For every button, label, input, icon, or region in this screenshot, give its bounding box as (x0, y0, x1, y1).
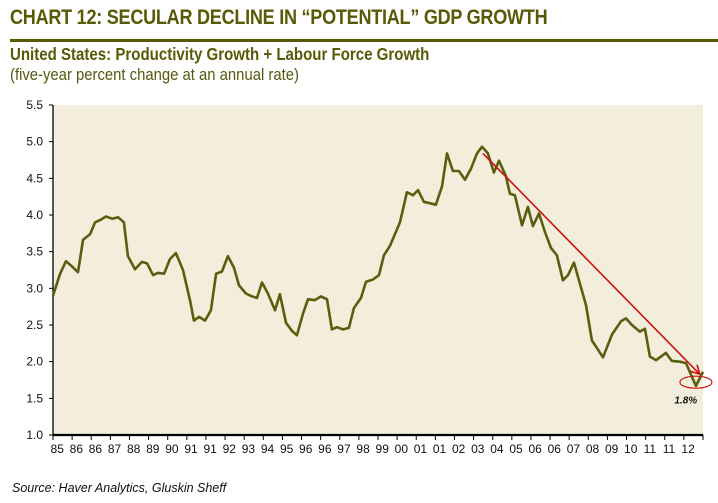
chart-title: CHART 12: SECULAR DECLINE IN “POTENTIAL”… (10, 6, 548, 29)
x-tick-label: 09 (605, 442, 619, 456)
x-axis: 85 86 86 87 88 89 90 91 91 92 93 94 95 96 96 97 98 99 00 01… (51, 433, 704, 456)
x-tick-label: 86 (89, 442, 103, 456)
y-tick-label: 5.0 (26, 135, 43, 149)
x-tick-label: 96 (318, 442, 332, 456)
x-tick-label: 90 (165, 442, 179, 456)
y-axis: 5.5 5.0 4.5 4.0 3.5 3.0 2.5 2.0 1.5 1.0 (26, 98, 54, 442)
x-tick-label: 01 (414, 442, 428, 456)
x-tick-label: 01 (433, 442, 447, 456)
title-rule (10, 39, 718, 42)
x-tick-label: 04 (490, 442, 504, 456)
y-tick-label: 4.5 (26, 171, 43, 185)
annotation-label: 1.8% (674, 395, 697, 406)
y-tick-label: 1.0 (26, 428, 43, 442)
x-tick-label: 07 (567, 442, 581, 456)
y-tick-label: 3.0 (26, 281, 43, 295)
x-tick-label: 91 (203, 442, 217, 456)
x-tick-label: 12 (681, 442, 695, 456)
series-line (51, 145, 705, 388)
highlight-ellipse (679, 375, 713, 389)
x-tick-label: 91 (184, 442, 198, 456)
x-tick-label: 06 (548, 442, 562, 456)
x-tick-label: 06 (528, 442, 542, 456)
x-tick-label: 95 (280, 442, 294, 456)
series-group (51, 145, 705, 388)
x-tick-label: 86 (70, 442, 84, 456)
annotations: 1.8% (482, 152, 713, 406)
x-tick-label: 11 (663, 442, 676, 456)
chart-units-note: (five-year percent change at an annual r… (10, 66, 299, 84)
x-tick-label: 93 (242, 442, 256, 456)
x-tick-label: 89 (146, 442, 160, 456)
y-tick-label: 4.0 (26, 208, 43, 222)
source-note: Source: Haver Analytics, Gluskin Sheff (12, 481, 227, 495)
x-tick-label: 05 (509, 442, 523, 456)
y-tick-label: 3.5 (26, 245, 43, 259)
x-tick-label: 87 (108, 442, 122, 456)
x-tick-label: 08 (586, 442, 600, 456)
plot-area (53, 105, 703, 435)
x-tick-label: 96 (299, 442, 313, 456)
y-tick-label: 2.0 (26, 355, 43, 369)
y-tick-label: 2.5 (26, 318, 43, 332)
x-tick-label: 85 (51, 442, 65, 456)
x-tick-label: 88 (127, 442, 141, 456)
x-tick-label: 97 (337, 442, 351, 456)
x-tick-label: 99 (376, 442, 390, 456)
x-tick-label: 10 (624, 442, 638, 456)
x-tick-label: 94 (261, 442, 275, 456)
x-tick-label: 02 (452, 442, 466, 456)
x-tick-label: 00 (395, 442, 409, 456)
trend-arrow (482, 152, 699, 373)
x-tick-label: 11 (644, 442, 657, 456)
chart-subtitle: United States: Productivity Growth + Lab… (10, 44, 430, 64)
x-tick-label: 03 (471, 442, 485, 456)
y-tick-label: 5.5 (26, 98, 43, 112)
y-tick-label: 1.5 (26, 391, 43, 405)
x-tick-label: 98 (356, 442, 370, 456)
x-tick-label: 92 (223, 442, 237, 456)
